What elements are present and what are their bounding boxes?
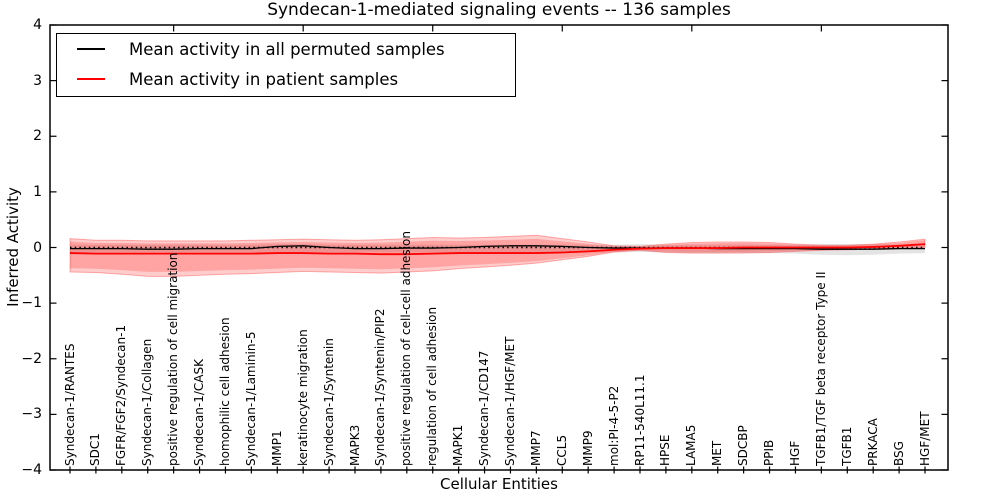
x-tick-label: SDC1 bbox=[88, 433, 103, 466]
patient-line-swatch bbox=[77, 78, 105, 80]
x-tick-label: HGF/MET bbox=[917, 411, 932, 466]
legend-entry-permuted: Mean activity in all permuted samples bbox=[57, 34, 515, 64]
x-tick-label: Syndecan-1/Syntenin/PIP2 bbox=[373, 308, 388, 466]
y-tick-label: 0 bbox=[33, 239, 42, 256]
x-tick-label: positive regulation of cell migration bbox=[166, 252, 181, 466]
x-tick-label: MAPK3 bbox=[347, 424, 362, 466]
x-tick-label: Syndecan-1/CASK bbox=[192, 359, 207, 466]
chart-title: Syndecan-1-mediated signaling events -- … bbox=[267, 0, 731, 20]
y-tick-label: −3 bbox=[21, 406, 42, 423]
x-tick-label: BSG bbox=[891, 441, 906, 466]
x-tick-label: regulation of cell adhesion bbox=[425, 306, 440, 466]
x-tick-label: MMP1 bbox=[269, 430, 284, 466]
patient-band-inner bbox=[70, 238, 925, 272]
y-tick-label: 1 bbox=[33, 183, 42, 200]
x-tick-label: mol:PI-4-5-P2 bbox=[606, 385, 621, 466]
x-tick-label: MAPK1 bbox=[451, 424, 466, 466]
patient-mean-line bbox=[69, 243, 926, 256]
x-tick-label: PRKACA bbox=[865, 418, 880, 466]
permuted-mean-line bbox=[70, 245, 925, 250]
legend-entry-patient: Mean activity in patient samples bbox=[57, 64, 515, 94]
x-tick-label: LAMA5 bbox=[684, 424, 699, 466]
x-tick-label: TGFB1/TGF beta receptor Type II bbox=[813, 271, 828, 466]
x-tick-label: CCL5 bbox=[554, 434, 569, 466]
legend-label-patient: Mean activity in patient samples bbox=[129, 69, 399, 89]
x-tick-label: Syndecan-1/RANTES bbox=[62, 343, 77, 466]
legend: Mean activity in all permuted samples Me… bbox=[56, 33, 516, 97]
x-tick-label: Syndecan-1/Laminin-5 bbox=[243, 331, 258, 466]
x-tick-label: MMP7 bbox=[528, 430, 543, 466]
legend-label-permuted: Mean activity in all permuted samples bbox=[129, 39, 445, 59]
x-axis-label: Cellular Entities bbox=[440, 475, 558, 493]
permuted-band bbox=[70, 244, 925, 256]
x-tick-label: Syndecan-1/CD147 bbox=[477, 350, 492, 466]
x-tick-label: Syndecan-1/Syntenin bbox=[321, 338, 336, 466]
axis-ticks bbox=[50, 24, 948, 474]
x-tick-label: FGFR/FGF2/Syndecan-1 bbox=[114, 324, 129, 466]
y-tick-label: −4 bbox=[21, 462, 42, 478]
x-tick-label: MET bbox=[710, 440, 725, 466]
y-tick-label: −1 bbox=[21, 295, 42, 312]
x-tick-label: HPSE bbox=[658, 434, 673, 466]
x-tick-label: TGFB1 bbox=[839, 426, 854, 466]
x-tick-label: Syndecan-1/HGF/MET bbox=[502, 336, 517, 466]
y-tick-label: −2 bbox=[21, 350, 42, 367]
y-tick-label: 3 bbox=[33, 72, 42, 89]
x-tick-label: HGF bbox=[787, 440, 802, 466]
permuted-line-swatch bbox=[77, 48, 105, 50]
x-tick-label: keratinocyte migration bbox=[295, 329, 310, 466]
y-tick-label: 4 bbox=[33, 17, 42, 33]
patient-band-outer bbox=[69, 234, 926, 277]
x-tick-label: homophilic cell adhesion bbox=[217, 317, 232, 466]
x-tick-label: RP11-540L11.1 bbox=[632, 374, 647, 466]
x-tick-label: Syndecan-1/Collagen bbox=[140, 338, 155, 466]
plot-frame bbox=[49, 24, 949, 471]
x-tick-label: PPIB bbox=[762, 439, 777, 466]
y-tick-label: 2 bbox=[33, 128, 42, 145]
x-tick-label: positive regulation of cell-cell adhesio… bbox=[399, 231, 414, 466]
x-tick-label: MMP9 bbox=[580, 430, 595, 466]
x-tick-label: SDCBP bbox=[736, 425, 751, 466]
